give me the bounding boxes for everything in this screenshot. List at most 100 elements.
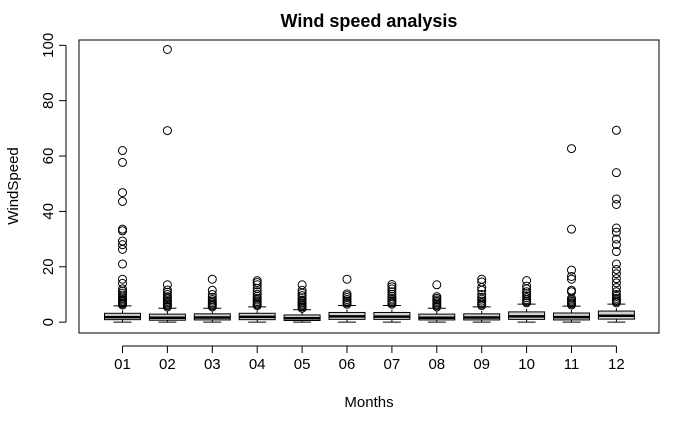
outlier-point (118, 278, 127, 288)
outlier-point (432, 280, 442, 290)
outlier-point (387, 289, 397, 299)
outlier-point (342, 289, 352, 299)
x-tick-label: 10 (518, 356, 535, 373)
x-tick-label: 04 (249, 356, 266, 373)
y-tick-label: 80 (40, 92, 57, 109)
outlier-point (297, 295, 307, 305)
outlier-point (118, 236, 127, 246)
outlier-point (522, 291, 532, 301)
y-tick-label: 40 (40, 203, 57, 220)
y-axis-label: WindSpeed (5, 147, 22, 225)
outlier-point (252, 287, 262, 297)
y-axis: 0 20 40 60 80 100 (40, 33, 67, 326)
outlier-point (611, 240, 621, 250)
outlier-point (342, 274, 352, 284)
x-tick-label: 09 (473, 356, 490, 373)
outlier-point (567, 144, 576, 154)
x-tick-label: 07 (384, 356, 401, 373)
outlier-point (118, 244, 127, 254)
outlier-point (567, 224, 576, 234)
outlier-point (162, 44, 172, 54)
outlier-point (567, 271, 576, 281)
outlier-point (207, 294, 217, 304)
box-month-01 (104, 146, 141, 323)
outlier-point (118, 284, 127, 294)
outlier-point (387, 284, 397, 294)
outlier-point (387, 287, 397, 297)
outlier-point (297, 293, 307, 303)
outlier-point (567, 285, 576, 295)
outlier-point (611, 287, 621, 297)
x-axis-label: Months (344, 394, 393, 411)
outlier-point (567, 274, 576, 284)
x-tick-label: 11 (564, 356, 580, 373)
outlier-point (611, 269, 621, 279)
x-tick-label: 06 (339, 356, 356, 373)
outlier-point (252, 289, 262, 299)
box-month-02 (148, 44, 186, 323)
outlier-point (118, 224, 127, 234)
outlier-point (118, 196, 127, 206)
outlier-point (118, 146, 127, 156)
outlier-point (118, 157, 127, 167)
box-month-12 (597, 125, 635, 323)
y-tick-label: 100 (40, 33, 57, 58)
box-month-09 (463, 274, 501, 323)
y-tick-label: 20 (40, 258, 57, 275)
outlier-point (611, 278, 621, 288)
outlier-point (387, 279, 397, 289)
outlier-point (611, 234, 621, 244)
box-month-10 (508, 276, 546, 323)
outlier-point (387, 291, 397, 301)
outlier-point (162, 287, 172, 297)
outlier-point (522, 281, 532, 291)
outlier-point (162, 280, 172, 290)
outlier-point (207, 289, 217, 299)
box-month-06 (328, 274, 366, 323)
outlier-point (118, 274, 127, 284)
outlier-point (611, 223, 621, 233)
outlier-point (477, 292, 487, 302)
outlier-point (522, 276, 532, 286)
outlier-point (162, 126, 172, 136)
outlier-point (611, 274, 621, 284)
outlier-point (611, 265, 621, 275)
outlier-point (162, 289, 172, 299)
outlier-point (432, 292, 442, 302)
outlier-point (118, 188, 127, 198)
x-tick-label: 02 (159, 356, 176, 373)
outlier-point (387, 282, 397, 292)
outlier-point (611, 194, 621, 204)
outlier-point (297, 285, 307, 295)
outlier-point (297, 280, 307, 290)
box-month-11 (553, 144, 590, 323)
outlier-point (252, 280, 262, 290)
outlier-point (611, 289, 621, 299)
outlier-point (162, 285, 172, 295)
outlier-point (522, 287, 532, 297)
outlier-point (162, 292, 172, 302)
box-month-04 (238, 276, 276, 323)
outlier-point (567, 265, 576, 275)
outlier-point (611, 168, 621, 178)
outlier-point (477, 277, 487, 287)
outlier-point (477, 289, 487, 299)
boxes-group (104, 44, 635, 323)
outlier-point (611, 259, 621, 269)
x-tick-label: 05 (294, 356, 311, 373)
outlier-point (611, 227, 621, 237)
outlier-point (611, 125, 621, 135)
x-tick-label: 01 (114, 356, 131, 373)
outlier-point (611, 283, 621, 293)
box-month-07 (373, 279, 411, 323)
outlier-point (207, 285, 217, 295)
outlier-point (477, 274, 487, 284)
outlier-point (611, 247, 621, 257)
box-month-08 (418, 280, 456, 323)
outlier-point (118, 259, 127, 269)
x-tick-label: 08 (428, 356, 445, 373)
chart-title: Wind speed analysis (281, 11, 458, 31)
outlier-point (207, 292, 217, 302)
outlier-point (118, 240, 127, 250)
